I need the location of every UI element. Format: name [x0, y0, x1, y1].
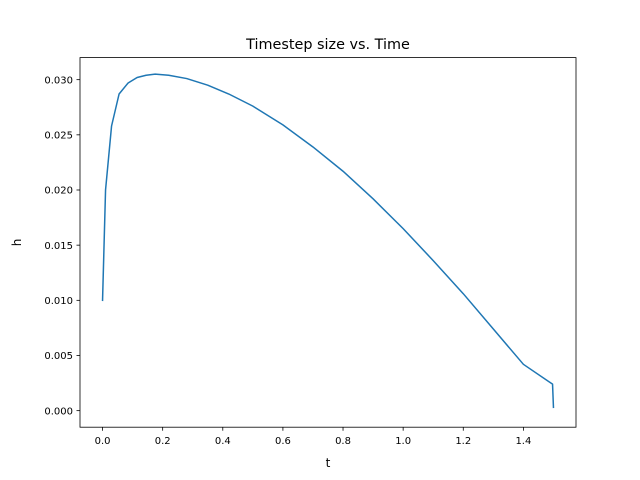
y-axis-label: h: [10, 239, 24, 247]
y-axis-ticks: 0.000 0.005 0.010 0.015 0.020 0.025 0.030: [44, 75, 80, 417]
x-tick-label: 1.0: [395, 436, 411, 447]
x-tick-label: 0.0: [95, 436, 111, 447]
y-tick-label: 0.010: [44, 296, 73, 307]
x-tick-label: 0.2: [155, 436, 171, 447]
y-tick-label: 0.000: [44, 406, 73, 417]
y-tick-label: 0.030: [44, 75, 73, 86]
x-tick-label: 1.4: [515, 436, 531, 447]
chart-title: Timestep size vs. Time: [245, 37, 410, 53]
y-tick-label: 0.005: [44, 351, 73, 362]
x-axis-label: t: [326, 456, 331, 470]
x-tick-label: 0.8: [335, 436, 351, 447]
y-tick-label: 0.020: [44, 186, 73, 197]
y-tick-label: 0.015: [44, 241, 73, 252]
series-layer: [101, 73, 555, 409]
y-tick-label: 0.025: [44, 130, 73, 141]
x-tick-label: 0.6: [275, 436, 291, 447]
x-axis-ticks: 0.0 0.2 0.4 0.6 0.8 1.0 1.2 1.4: [95, 427, 531, 447]
plot-area-background: [80, 57, 576, 428]
plot-frame: [79, 57, 577, 428]
x-tick-label: 1.2: [455, 436, 471, 447]
series-line-0: [101, 73, 555, 409]
x-tick-label: 0.4: [215, 436, 231, 447]
